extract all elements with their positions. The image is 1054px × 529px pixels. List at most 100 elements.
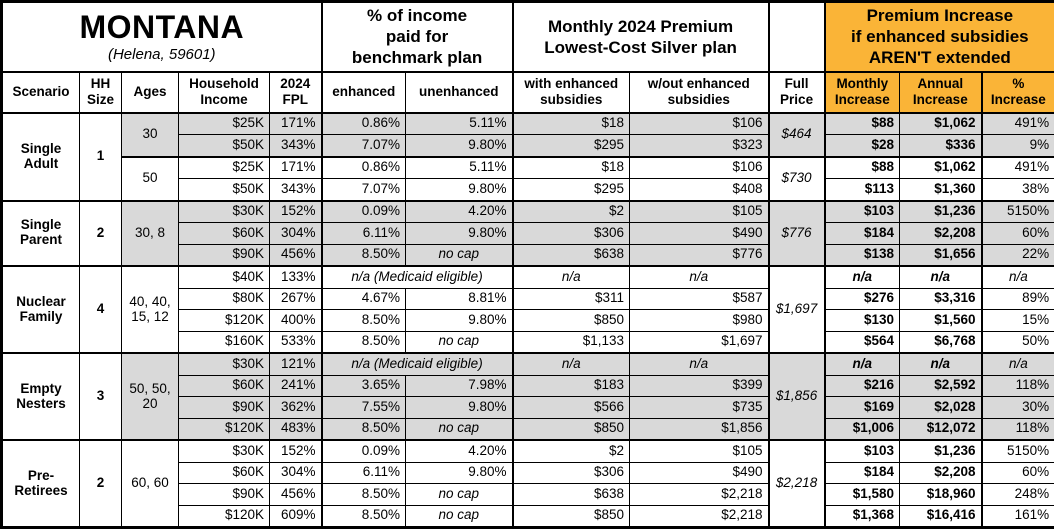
full-price-cell: $1,697 [769, 266, 825, 353]
col-header-fpl: 2024 FPL [270, 72, 322, 113]
annual-increase-cell: $2,028 [900, 397, 982, 419]
annual-increase-cell: $1,236 [900, 201, 982, 223]
income-cell: $90K [179, 397, 270, 419]
fpl-cell: 171% [270, 113, 322, 135]
with-subsidies-cell: $306 [513, 223, 630, 245]
pct-increase-cell: 491% [982, 157, 1054, 179]
pct-increase-cell: 15% [982, 310, 1054, 332]
monthly-increase-cell: $113 [825, 179, 900, 201]
with-subsidies-cell: $18 [513, 113, 630, 135]
with-subsidies-cell: $295 [513, 179, 630, 201]
with-subsidies-cell: $2 [513, 201, 630, 223]
unenhanced-pct-cell: no cap [406, 484, 513, 506]
monthly-increase-cell: n/a [825, 266, 900, 288]
fpl-cell: 456% [270, 484, 322, 506]
unenhanced-pct-cell: 9.80% [406, 310, 513, 332]
without-subsidies-cell: $105 [630, 440, 769, 462]
fpl-cell: 456% [270, 244, 322, 266]
income-cell: $60K [179, 462, 270, 484]
fpl-cell: 267% [270, 288, 322, 310]
col-header-with-subsidies: with enhanced subsidies [513, 72, 630, 113]
fpl-cell: 152% [270, 440, 322, 462]
annual-increase-cell: $18,960 [900, 484, 982, 506]
with-subsidies-cell: $850 [513, 505, 630, 528]
without-subsidies-cell: $735 [630, 397, 769, 419]
hh-size-cell: 3 [80, 353, 122, 440]
income-cell: $80K [179, 288, 270, 310]
monthly-increase-cell: $1,006 [825, 418, 900, 440]
ages-cell: 60, 60 [122, 440, 179, 528]
without-subsidies-cell: $2,218 [630, 505, 769, 528]
monthly-increase-cell: $184 [825, 223, 900, 245]
with-subsidies-cell: $850 [513, 310, 630, 332]
annual-increase-cell: $6,768 [900, 331, 982, 353]
col-header-hh-size: HH Size [80, 72, 122, 113]
hh-size-cell: 2 [80, 201, 122, 267]
pct-increase-cell: 50% [982, 331, 1054, 353]
income-cell: $160K [179, 331, 270, 353]
fpl-cell: 400% [270, 310, 322, 332]
without-subsidies-cell: $980 [630, 310, 769, 332]
col-header-enhanced: enhanced [322, 72, 406, 113]
group-header-premium: Monthly 2024 Premium Lowest-Cost Silver … [513, 2, 769, 72]
fpl-cell: 533% [270, 331, 322, 353]
full-price-cell: $2,218 [769, 440, 825, 528]
pct-increase-cell: n/a [982, 266, 1054, 288]
without-subsidies-cell: $399 [630, 375, 769, 397]
monthly-increase-cell: $138 [825, 244, 900, 266]
without-subsidies-cell: $1,856 [630, 418, 769, 440]
full-price-cell: $776 [769, 201, 825, 267]
income-cell: $40K [179, 266, 270, 288]
unenhanced-pct-cell: no cap [406, 418, 513, 440]
hh-size-cell: 4 [80, 266, 122, 353]
enhanced-pct-cell: 7.07% [322, 179, 406, 201]
without-subsidies-cell: $106 [630, 157, 769, 179]
with-subsidies-cell: $638 [513, 244, 630, 266]
unenhanced-pct-cell: no cap [406, 505, 513, 528]
enhanced-pct-cell: 7.55% [322, 397, 406, 419]
annual-increase-cell: $336 [900, 135, 982, 157]
col-header-monthly-increase: Monthly Increase [825, 72, 900, 113]
unenhanced-pct-cell: 9.80% [406, 135, 513, 157]
enhanced-pct-cell: 6.11% [322, 462, 406, 484]
without-subsidies-cell: $105 [630, 201, 769, 223]
scenario-cell: Pre- Retirees [2, 440, 80, 528]
pct-increase-cell: 161% [982, 505, 1054, 528]
with-subsidies-cell: $1,133 [513, 331, 630, 353]
income-cell: $25K [179, 113, 270, 135]
scenario-cell: Empty Nesters [2, 353, 80, 440]
without-subsidies-cell: $408 [630, 179, 769, 201]
pct-increase-cell: 60% [982, 462, 1054, 484]
annual-increase-cell: $2,592 [900, 375, 982, 397]
scenario-cell: Single Adult [2, 113, 80, 201]
without-subsidies-cell: $106 [630, 113, 769, 135]
unenhanced-pct-cell: 9.80% [406, 462, 513, 484]
income-cell: $120K [179, 418, 270, 440]
without-subsidies-cell: $323 [630, 135, 769, 157]
col-header-unenhanced: unenhanced [406, 72, 513, 113]
monthly-increase-cell: n/a [825, 353, 900, 375]
enhanced-pct-cell: 6.11% [322, 223, 406, 245]
unenhanced-pct-cell: 4.20% [406, 440, 513, 462]
income-cell: $60K [179, 375, 270, 397]
group-header-income-pct: % of income paid for benchmark plan [322, 2, 513, 72]
unenhanced-pct-cell: no cap [406, 331, 513, 353]
unenhanced-pct-cell: 5.11% [406, 113, 513, 135]
annual-increase-cell: $1,656 [900, 244, 982, 266]
scenario-cell: Single Parent [2, 201, 80, 267]
income-cell: $60K [179, 223, 270, 245]
unenhanced-pct-cell: 5.11% [406, 157, 513, 179]
without-subsidies-cell: $776 [630, 244, 769, 266]
without-subsidies-cell: n/a [630, 266, 769, 288]
fpl-cell: 304% [270, 462, 322, 484]
pct-increase-cell: 9% [982, 135, 1054, 157]
monthly-increase-cell: $216 [825, 375, 900, 397]
col-header-full-price: Full Price [769, 72, 825, 113]
with-subsidies-cell: $850 [513, 418, 630, 440]
